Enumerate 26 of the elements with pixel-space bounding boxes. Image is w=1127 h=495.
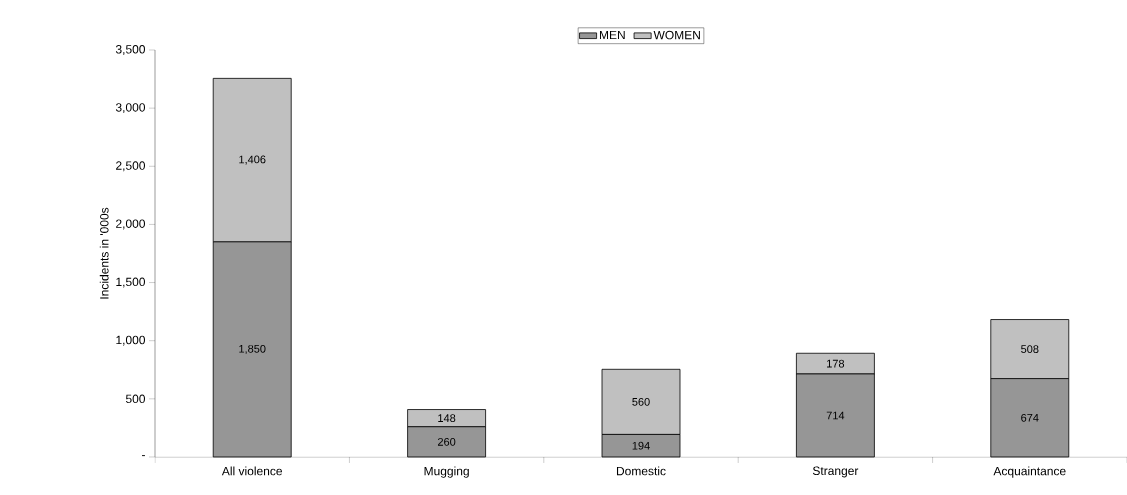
data-label: 714 xyxy=(826,411,845,420)
legend-label: MEN xyxy=(599,30,625,40)
y-tick-label: 3,500 xyxy=(115,45,146,55)
data-label: 560 xyxy=(632,397,650,406)
legend-label: WOMEN xyxy=(653,30,700,40)
x-tick-label: Acquaintance xyxy=(993,466,1066,478)
data-label: 148 xyxy=(438,414,456,423)
y-tick-label: 3,000 xyxy=(115,103,146,114)
y-tick-label: 1,000 xyxy=(116,335,146,346)
data-label: 508 xyxy=(1021,345,1039,353)
data-label: 674 xyxy=(1021,413,1039,422)
data-label: 1,406 xyxy=(239,155,266,165)
y-tick-label: 1,500 xyxy=(116,277,146,288)
x-tick-label: Stranger xyxy=(812,466,859,478)
data-label: 178 xyxy=(827,359,845,368)
y-tick-label: 2,000 xyxy=(116,219,146,230)
y-tick-label: 2,500 xyxy=(116,161,146,172)
y-axis-title: Incidents in '000s xyxy=(99,207,109,299)
data-label: 260 xyxy=(437,437,456,446)
x-tick-label: Mugging xyxy=(424,466,469,478)
y-tick-label: 500 xyxy=(125,394,146,404)
y-tick-label: - xyxy=(142,455,145,457)
data-label: 1,850 xyxy=(239,344,266,354)
data-label: 194 xyxy=(632,441,650,450)
x-tick-label: Domestic xyxy=(616,466,666,476)
x-tick-label: All violence xyxy=(221,466,282,476)
